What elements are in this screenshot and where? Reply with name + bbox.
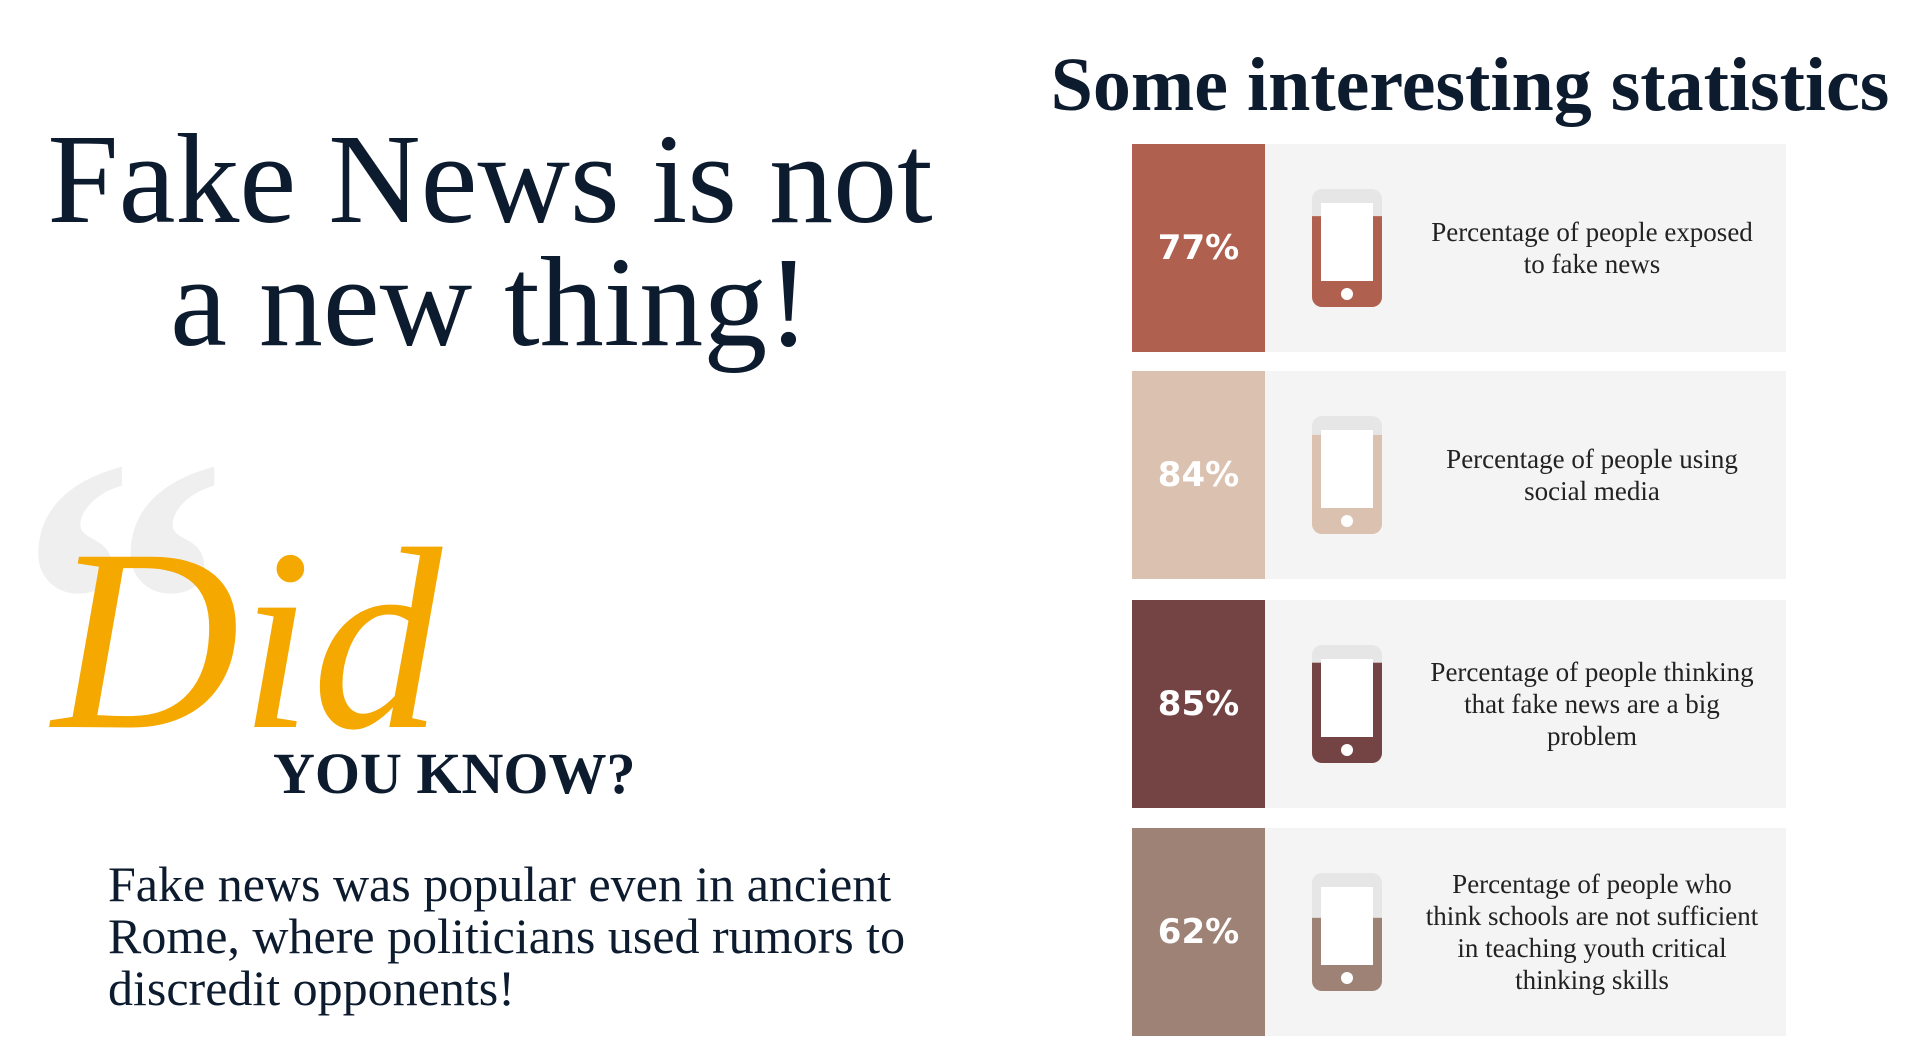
- stat-row: 77% Percentage of people exposed to fake …: [1132, 144, 1786, 352]
- stat-description: Percentage of people thinking that fake …: [1430, 657, 1754, 751]
- title: Fake News is not a new thing!: [47, 108, 933, 373]
- script-word: Did: [52, 496, 442, 784]
- phone-screen: [1321, 430, 1373, 508]
- stats-title: Some interesting statistics: [1050, 43, 1890, 127]
- phone-button: [1341, 744, 1353, 756]
- stat-value: 84%: [1132, 371, 1265, 579]
- stat-row: 84% Percentage of people using social med…: [1132, 371, 1786, 579]
- phone-screen: [1321, 203, 1373, 281]
- phone-icon: [1312, 189, 1382, 307]
- body-text: Fake news was popular even in ancient Ro…: [108, 856, 906, 1016]
- phone-icon: [1312, 873, 1382, 991]
- phone-button: [1341, 515, 1353, 527]
- stat-row: 85% Percentage of people thinking that fa…: [1132, 600, 1786, 808]
- stat-value: 77%: [1132, 144, 1265, 352]
- stat-description: Percentage of people using social media: [1446, 444, 1738, 506]
- stat-row: 62% Percentage of people who think school…: [1132, 828, 1786, 1036]
- phone-screen: [1321, 659, 1373, 737]
- phone-icon: [1312, 416, 1382, 534]
- heading: YOU KNOW?: [273, 741, 636, 806]
- stat-description: Percentage of people exposed to fake new…: [1431, 217, 1753, 279]
- quote-mark: “: [18, 372, 228, 837]
- phone-screen: [1321, 887, 1373, 965]
- phone-icon: [1312, 645, 1382, 763]
- phone-button: [1341, 972, 1353, 984]
- stat-value: 85%: [1132, 600, 1265, 808]
- stat-description: Percentage of people who think schools a…: [1425, 869, 1759, 995]
- phone-button: [1341, 288, 1353, 300]
- stat-value: 62%: [1132, 828, 1265, 1036]
